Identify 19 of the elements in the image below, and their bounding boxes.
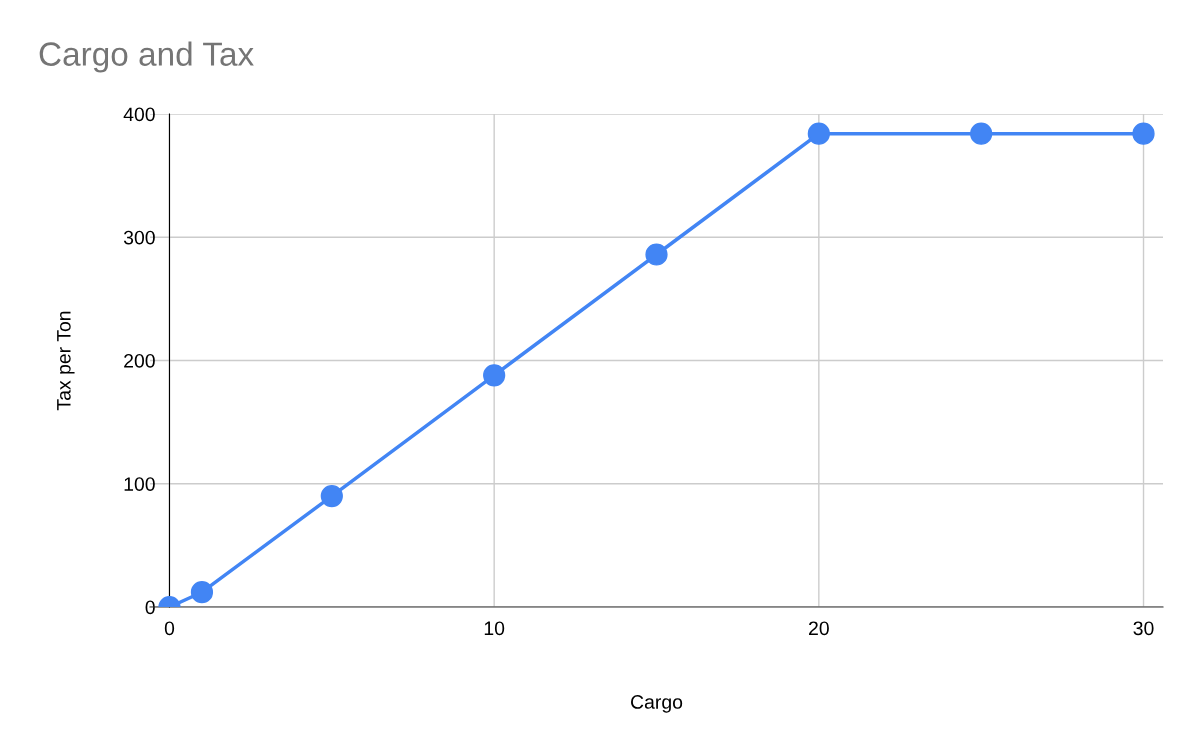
y-tick-label: 400 [123, 107, 155, 122]
x-tick-label: 30 [1133, 621, 1154, 636]
chart-title: Cargo and Tax [39, 41, 254, 73]
point [645, 243, 668, 266]
y-tick-label: 0 [145, 600, 155, 615]
x-tick-label: 0 [164, 621, 175, 636]
x-tick-label: 10 [484, 621, 505, 636]
y-tick-label: 100 [124, 477, 155, 491]
point [320, 484, 343, 508]
point [483, 364, 506, 387]
y-axis-title: Tax per Ton [57, 311, 75, 411]
x-tick-label: 20 [809, 621, 829, 636]
point [807, 122, 830, 145]
point [190, 581, 214, 604]
x-axis-title: Cargo [631, 695, 683, 713]
y-tick-label: 200 [124, 353, 155, 368]
point [1132, 122, 1155, 145]
point [970, 122, 993, 145]
y-tick-label: 300 [123, 230, 155, 245]
